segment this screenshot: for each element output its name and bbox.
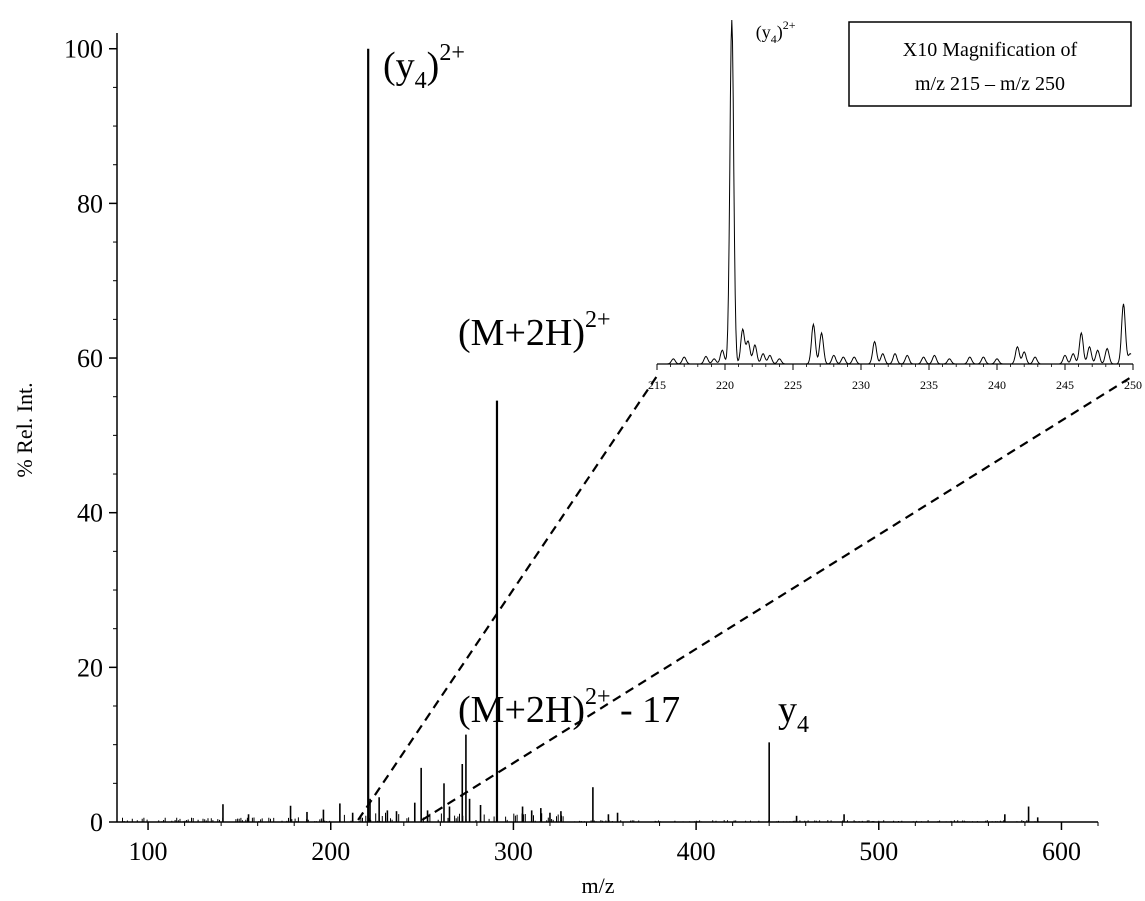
inset-x-tick-label: 225 [784,378,802,392]
magnification-inset: 215 220 225 230 235 240 245 250 [648,19,1142,392]
inset-x-tick-label: 215 [648,378,666,392]
y-tick-label: 20 [77,653,103,682]
peak-annotation: (y4)2+ [383,40,465,94]
inset-x-tick-label: 250 [1124,378,1142,392]
x-tick-label: 600 [1042,837,1081,866]
peak-annotation: y4 [778,689,809,738]
inset-x-tick-label: 240 [988,378,1006,392]
inset-x-tick-label: 230 [852,378,870,392]
x-tick-label: 300 [494,837,533,866]
peak-annotation: (M+2H)2+ [458,307,611,354]
inset-title-frame [848,21,1132,107]
x-tick-label: 500 [859,837,898,866]
x-axis-title: m/z [582,873,615,898]
y-tick-label: 80 [77,189,103,218]
inset-title-line-2: m/z 215 – m/z 250 [915,73,1065,95]
zoom-guide-lines [357,375,1134,821]
x-tick-label: 100 [129,837,168,866]
inset-x-tick-label: 220 [716,378,734,392]
y-axis-title: % Rel. Int. [12,382,37,477]
zoom-guide-left [357,375,658,821]
inset-peak-annotation: (y4)2+ [756,18,796,46]
zoom-guide-right [421,375,1134,821]
peak-annotation: (M+2H)2+ - 17 [458,684,680,731]
peak-annotations: (y4)2+ (M+2H)2+ (M+2H)2+ - 17 y4 (y4)2+ [383,18,809,738]
inset-spectrum-trace [659,19,1132,365]
inset-title-line-1: X10 Magnification of [903,39,1078,61]
y-tick-label: 100 [64,35,103,64]
inset-x-tick-label: 235 [920,378,938,392]
y-tick-label: 40 [77,499,103,528]
x-tick-label: 400 [677,837,716,866]
y-tick-label: 60 [77,344,103,373]
inset-x-tick-label: 245 [1056,378,1074,392]
baseline-noise [122,812,1039,822]
y-tick-label: 0 [90,808,103,837]
main-tick-labels: 100 200 300 400 500 600 0 20 40 60 80 100 [64,35,1099,866]
inset-title-box: X10 Magnification of m/z 215 – m/z 250 [848,21,1132,107]
main-spectrum-peaks [122,48,1039,822]
x-tick-label: 200 [311,837,350,866]
